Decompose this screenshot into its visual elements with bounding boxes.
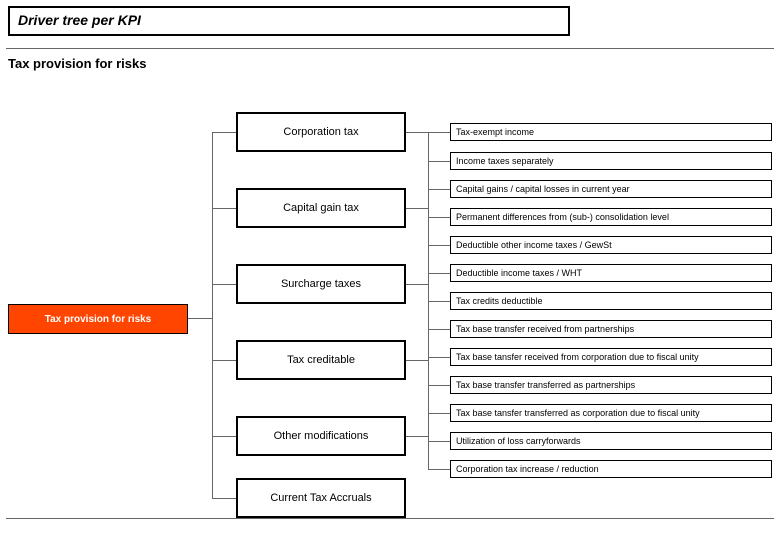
leaf-node: Tax-exempt income bbox=[450, 123, 772, 141]
connector bbox=[428, 132, 450, 133]
connector bbox=[428, 385, 450, 386]
mid-node: Other modifications bbox=[236, 416, 406, 456]
connector bbox=[212, 132, 236, 133]
mid-node: Corporation tax bbox=[236, 112, 406, 152]
connector bbox=[406, 284, 428, 285]
connector bbox=[406, 208, 428, 209]
leaf-node: Permanent differences from (sub-) consol… bbox=[450, 208, 772, 226]
connector bbox=[212, 498, 236, 499]
section-title: Tax provision for risks bbox=[8, 56, 146, 71]
connector bbox=[428, 441, 450, 442]
connector bbox=[212, 360, 236, 361]
leaf-node: Tax credits deductible bbox=[450, 292, 772, 310]
header-box: Driver tree per KPI bbox=[8, 6, 570, 36]
connector bbox=[428, 273, 450, 274]
connector bbox=[212, 436, 236, 437]
top-rule bbox=[6, 48, 774, 49]
mid-node: Tax creditable bbox=[236, 340, 406, 380]
connector bbox=[212, 208, 236, 209]
connector bbox=[406, 360, 428, 361]
leaf-node: Tax base transfer transferred as partner… bbox=[450, 376, 772, 394]
root-node: Tax provision for risks bbox=[8, 304, 188, 334]
connector bbox=[428, 469, 450, 470]
connector bbox=[428, 329, 450, 330]
connector bbox=[428, 357, 450, 358]
connector bbox=[406, 132, 428, 133]
mid-node: Capital gain tax bbox=[236, 188, 406, 228]
connector bbox=[188, 318, 212, 319]
connector bbox=[428, 301, 450, 302]
leaf-node: Tax base tansfer transferred as corporat… bbox=[450, 404, 772, 422]
leaf-node: Tax base tansfer received from corporati… bbox=[450, 348, 772, 366]
connector bbox=[212, 284, 236, 285]
mid-node: Current Tax Accruals bbox=[236, 478, 406, 518]
bottom-rule bbox=[6, 518, 774, 519]
leaf-node: Tax base transfer received from partners… bbox=[450, 320, 772, 338]
connector bbox=[428, 189, 450, 190]
leaf-node: Deductible other income taxes / GewSt bbox=[450, 236, 772, 254]
leaf-node: Utilization of loss carryforwards bbox=[450, 432, 772, 450]
connector bbox=[428, 217, 450, 218]
root-label: Tax provision for risks bbox=[45, 314, 152, 325]
leaf-node: Corporation tax increase / reduction bbox=[450, 460, 772, 478]
connector bbox=[428, 161, 450, 162]
leaf-node: Capital gains / capital losses in curren… bbox=[450, 180, 772, 198]
mid-node: Surcharge taxes bbox=[236, 264, 406, 304]
connector bbox=[406, 436, 428, 437]
connector bbox=[428, 413, 450, 414]
leaf-node: Deductible income taxes / WHT bbox=[450, 264, 772, 282]
connector bbox=[428, 245, 450, 246]
header-title: Driver tree per KPI bbox=[18, 12, 141, 28]
leaf-node: Income taxes separately bbox=[450, 152, 772, 170]
connector bbox=[212, 132, 213, 498]
